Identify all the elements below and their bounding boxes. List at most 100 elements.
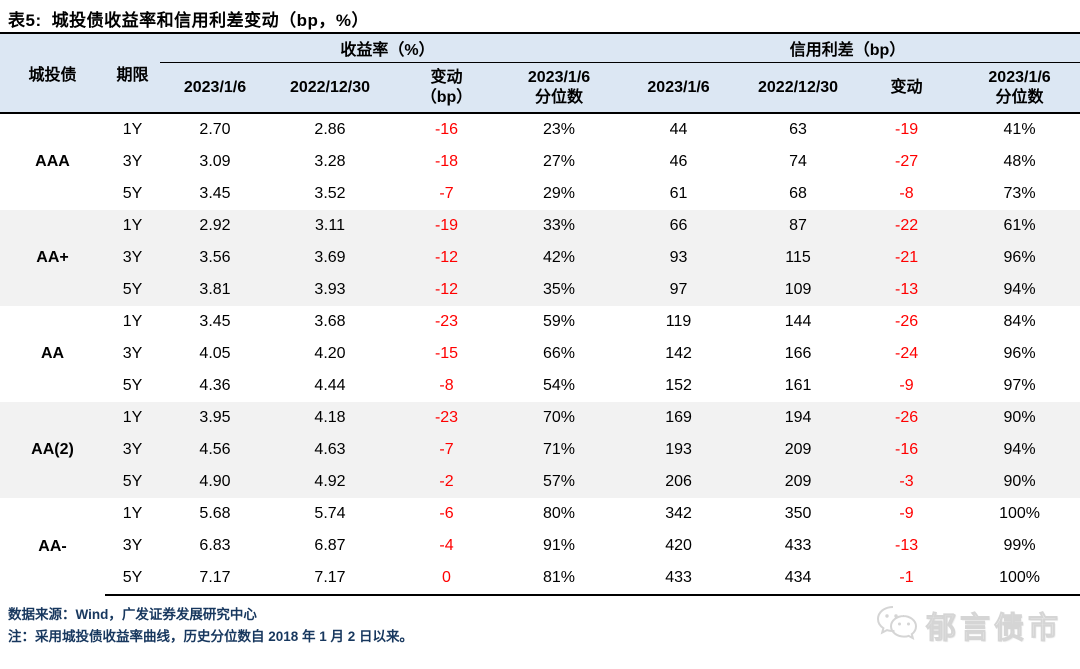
page-title: 表5: 城投债收益率和信用利差变动（bp，%） — [0, 0, 1080, 32]
value-cell: 4.44 — [314, 377, 346, 394]
table-row: AA(2) 1Y 3.95 4.18 -23 70% 169 194 -26 90% — [0, 402, 1080, 498]
data-source-line: 数据来源：Wind，广发证券发展研究中心 — [8, 607, 257, 622]
value-cell: 66 — [615, 210, 743, 242]
col-header-tenor: 期限 — [105, 33, 160, 114]
value-cell: -26 — [854, 402, 960, 434]
value-cell: 5.68 — [199, 505, 231, 522]
value-cell: 3.52 — [314, 185, 346, 202]
value-cell: 161 — [784, 377, 812, 394]
value-cell: 166 — [784, 345, 812, 362]
value-cell: 3.11 — [270, 210, 390, 242]
value-cell: -7 — [439, 185, 454, 202]
value-cell: -16 — [434, 121, 459, 138]
tenor-cell: 1Y — [122, 121, 143, 138]
value-cell: 4.63 — [270, 434, 390, 466]
value-cell: -13 — [894, 537, 919, 554]
tenor-cell: 1Y — [105, 402, 160, 434]
value-cell: 206 — [615, 466, 743, 498]
value-cell: 7.17 — [270, 562, 390, 596]
value-cell: -18 — [434, 153, 459, 170]
value-cell: 193 — [615, 434, 743, 466]
value-cell: 433 — [615, 562, 743, 596]
value-cell: -23 — [390, 402, 503, 434]
value-cell: 70% — [503, 402, 616, 434]
rating-cell: AA+ — [0, 210, 105, 306]
value-cell: -9 — [899, 505, 914, 522]
value-cell: 3.69 — [270, 242, 390, 274]
value-cell: 44 — [669, 121, 688, 138]
tenor-cell: 5Y — [105, 562, 160, 596]
table-row: AA 1Y 3.45 3.68 -23 59% 119 144 -26 84% — [0, 306, 1080, 362]
table-row: AA+ 1Y 2.92 3.11 -19 33% 66 87 -22 61% — [0, 210, 1080, 306]
tenor-cell: 5Y — [122, 377, 143, 394]
value-cell: -8 — [899, 185, 914, 202]
value-cell: 4.90 — [160, 466, 270, 498]
rating-cell: AA- — [38, 537, 67, 555]
note-line: 注：采用城投债收益率曲线，历史分位数自 2018 年 1 月 2 日以来。 — [8, 628, 414, 644]
value-cell: 209 — [742, 434, 855, 466]
sub-header-col-3: 2023/1/6 分位数 — [503, 62, 616, 114]
value-cell: -8 — [439, 377, 454, 394]
value-cell: 119 — [665, 313, 692, 330]
sub-header-col-0: 2023/1/6 — [160, 62, 270, 114]
value-cell: 81% — [503, 562, 616, 596]
sub-header-col-7: 2023/1/6 分位数 — [959, 62, 1080, 114]
value-cell: 0 — [390, 562, 503, 596]
table-row: 5Y 7.17 7.17 0 81% 433 434 -1 100% — [0, 562, 1080, 596]
value-cell: -19 — [390, 210, 503, 242]
value-cell: 27% — [543, 153, 576, 170]
value-cell: -1 — [854, 562, 960, 596]
value-cell: 54% — [543, 377, 576, 394]
value-cell: 94% — [959, 274, 1080, 306]
value-cell: 91% — [543, 537, 576, 554]
table-row: 3Y 4.05 4.20 -15 66% 142 166 -24 96% — [0, 338, 1080, 370]
value-cell: 7.17 — [160, 562, 270, 596]
tenor-cell: 5Y — [105, 274, 160, 306]
tenor-cell: 3Y — [105, 434, 160, 466]
value-cell: 5.74 — [314, 505, 346, 522]
value-cell: 48% — [1003, 153, 1036, 170]
value-cell: 87 — [742, 210, 855, 242]
value-cell: 59% — [543, 313, 576, 330]
sub-header-col-4: 2023/1/6 — [615, 62, 743, 114]
value-cell: 23% — [543, 121, 576, 138]
value-cell: 3.09 — [199, 153, 231, 170]
sub-header-col-5: 2022/12/30 — [742, 62, 855, 114]
value-cell: 3.68 — [314, 313, 346, 330]
value-cell: -3 — [854, 466, 960, 498]
value-cell: 42% — [503, 242, 616, 274]
value-cell: 3.95 — [160, 402, 270, 434]
value-cell: 35% — [503, 274, 616, 306]
value-cell: 209 — [742, 466, 855, 498]
value-cell: 73% — [1003, 185, 1036, 202]
value-cell: 434 — [742, 562, 855, 596]
table-row: AAA 1Y 2.70 2.86 -16 23% 44 63 -19 41% — [0, 113, 1080, 170]
table-row: 3Y 3.56 3.69 -12 42% 93 115 -21 96% — [0, 242, 1080, 274]
value-cell: 80% — [543, 505, 576, 522]
value-cell: 3.81 — [160, 274, 270, 306]
value-cell: 3.93 — [270, 274, 390, 306]
value-cell: -27 — [894, 153, 919, 170]
table-number: 表5: — [8, 11, 42, 30]
table-row: 5Y 4.90 4.92 -2 57% 206 209 -3 90% — [0, 466, 1080, 498]
table-row: 3Y 4.56 4.63 -7 71% 193 209 -16 94% — [0, 434, 1080, 466]
group-header-yield: 收益率（%） — [160, 33, 616, 63]
table-row: 3Y 3.09 3.28 -18 27% 46 74 -27 48% — [0, 146, 1080, 178]
value-cell: 142 — [665, 345, 692, 362]
value-cell: 41% — [1003, 121, 1036, 138]
value-cell: 57% — [503, 466, 616, 498]
tenor-cell: 3Y — [122, 345, 143, 362]
value-cell: 194 — [742, 402, 855, 434]
value-cell: -24 — [894, 345, 919, 362]
value-cell: -21 — [854, 242, 960, 274]
value-cell: 97% — [1003, 377, 1036, 394]
value-cell: -26 — [894, 313, 919, 330]
sub-header-col-6: 变动 — [854, 62, 960, 114]
value-cell: 169 — [615, 402, 743, 434]
value-cell: 4.05 — [199, 345, 231, 362]
value-cell: 6.87 — [314, 537, 346, 554]
value-cell: 84% — [1003, 313, 1036, 330]
value-cell: 6.83 — [199, 537, 231, 554]
table-row: 5Y 4.36 4.44 -8 54% 152 161 -9 97% — [0, 370, 1080, 402]
tenor-cell: 1Y — [105, 210, 160, 242]
